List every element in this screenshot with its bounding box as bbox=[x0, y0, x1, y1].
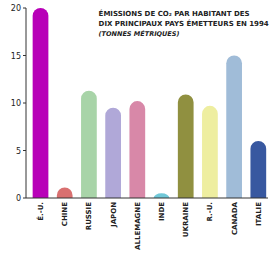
x-tick-label: R.-U. bbox=[206, 202, 214, 221]
x-tick-label: ALLEMAGNE bbox=[134, 202, 142, 250]
x-tick-label: RUSSIE bbox=[85, 202, 93, 230]
bar bbox=[250, 141, 266, 198]
y-tick-label: 20 bbox=[11, 4, 21, 13]
x-tick-label: É.-U. bbox=[36, 202, 45, 221]
y-tick bbox=[23, 8, 26, 9]
y-tick bbox=[23, 198, 26, 199]
bar bbox=[226, 56, 242, 198]
bar bbox=[81, 91, 97, 198]
x-tick-label: UKRAINE bbox=[182, 202, 190, 237]
title: DIX PRINCIPAUX PAYS ÉMETTEURS EN 1994 bbox=[99, 19, 269, 28]
subtitle: (TONNES MÉTRIQUES) bbox=[99, 29, 180, 38]
x-tick-label: CHINE bbox=[61, 202, 69, 226]
bar bbox=[33, 8, 49, 198]
y-tick bbox=[23, 55, 26, 56]
y-tick bbox=[23, 103, 26, 104]
x-tick-label: CANADA bbox=[231, 201, 239, 235]
bar bbox=[105, 108, 121, 198]
x-tick-label: JAPON bbox=[110, 202, 118, 228]
y-tick-label: 10 bbox=[11, 99, 21, 108]
y-tick-label: 5 bbox=[16, 147, 21, 156]
bars bbox=[33, 8, 267, 198]
y-tick-label: 0 bbox=[16, 194, 21, 203]
chart-svg: 0 5 10 15 20 É.-U. CHINE RUSSIE JAPON ALLEMAGNE IN… bbox=[0, 0, 276, 258]
bar bbox=[154, 193, 170, 198]
chart-container: 0 5 10 15 20 É.-U. CHINE RUSSIE JAPON ALLEMAGNE IN… bbox=[0, 0, 276, 258]
x-axis-line bbox=[26, 198, 268, 199]
title: ÉMISSIONS DE CO₂ PAR HABITANT DES bbox=[99, 9, 250, 18]
x-tick-label: INDE bbox=[158, 202, 166, 221]
y-tick-label: 15 bbox=[11, 52, 21, 61]
bar bbox=[202, 106, 218, 198]
y-tick bbox=[23, 150, 26, 151]
bar bbox=[57, 188, 73, 198]
bar bbox=[129, 101, 145, 198]
bar bbox=[178, 94, 194, 198]
x-tick-label: ITALIE bbox=[255, 202, 263, 226]
